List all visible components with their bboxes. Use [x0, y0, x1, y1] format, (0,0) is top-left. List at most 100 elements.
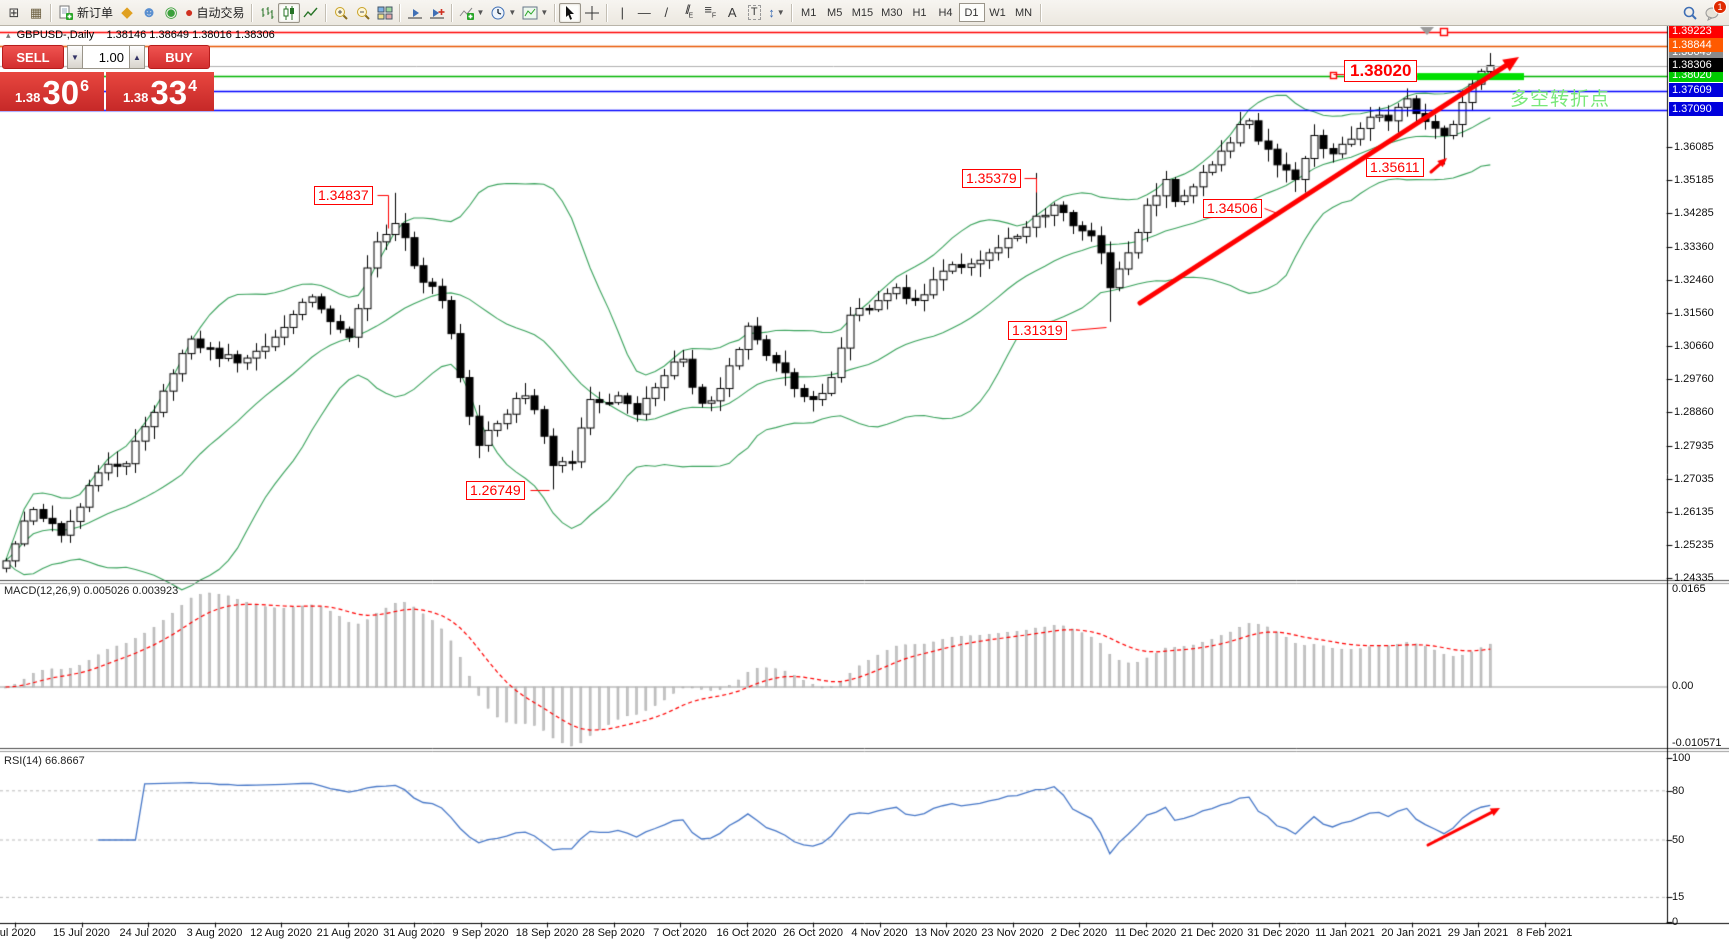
new-chart-button[interactable]: ⊞: [3, 3, 25, 23]
price-annotation[interactable]: 1.35611: [1366, 158, 1424, 177]
buy-button[interactable]: BUY: [148, 45, 210, 69]
time-axis-label[interactable]: 21 Aug 2020: [316, 927, 379, 939]
bar-chart-button[interactable]: [256, 3, 278, 23]
price-scale-label[interactable]: 1.30660: [1674, 340, 1714, 352]
time-axis-label[interactable]: 29 Jan 2021: [1447, 927, 1509, 939]
time-axis-label[interactable]: 4 Nov 2020: [851, 927, 908, 939]
time-axis-label[interactable]: 13 Nov 2020: [914, 927, 978, 939]
community-button[interactable]: ☻: [138, 3, 160, 23]
time-axis-label[interactable]: 28 Sep 2020: [582, 927, 645, 939]
time-axis-label[interactable]: 15 Jul 2020: [53, 927, 110, 939]
time-axis-label[interactable]: 20 Jan 2021: [1381, 927, 1442, 939]
profiles-button[interactable]: ▦: [25, 3, 47, 23]
volume-input[interactable]: 1.00: [83, 45, 129, 69]
volume-increase-button[interactable]: ▲: [129, 45, 145, 69]
time-axis-label[interactable]: 11 Dec 2020: [1114, 927, 1177, 939]
price-scale-label[interactable]: 1.33360: [1674, 240, 1714, 253]
text-button[interactable]: A: [721, 3, 743, 23]
time-axis-label[interactable]: 26 Oct 2020: [783, 927, 843, 939]
time-axis-label[interactable]: 18 Sep 2020: [515, 927, 579, 939]
zoom-in-button[interactable]: [330, 3, 352, 23]
timeframe-m1[interactable]: M1: [801, 6, 817, 19]
autoscroll-button[interactable]: [404, 3, 426, 23]
trendline-button[interactable]: /: [655, 3, 677, 23]
fibonacci-button[interactable]: ≡F: [699, 3, 721, 23]
time-axis-label[interactable]: 31 Aug 2020: [383, 927, 445, 939]
price-scale-label[interactable]: 1.34285: [1674, 207, 1714, 220]
text-label-button[interactable]: T: [743, 3, 765, 23]
tile-windows-button[interactable]: [374, 3, 396, 23]
time-axis-label[interactable]: 23 Nov 2020: [981, 927, 1044, 939]
toolbar-separator: [606, 3, 609, 22]
price-scale-label[interactable]: 1.27035: [1674, 472, 1714, 485]
time-axis-label[interactable]: 8 Feb 2021: [1516, 927, 1573, 939]
price-scale-label[interactable]: 1.25235: [1674, 538, 1714, 551]
time-axis-label[interactable]: 2 Dec 2020: [1050, 927, 1108, 939]
signals-icon: ◉: [164, 4, 178, 21]
signals-button[interactable]: ◉: [160, 3, 182, 23]
price-annotation[interactable]: 1.31319: [1008, 321, 1067, 340]
time-axis-label[interactable]: 7 Oct 2020: [653, 927, 707, 939]
timeframe-m5[interactable]: M5: [827, 6, 843, 19]
timeframe-w1[interactable]: W1: [989, 6, 1006, 19]
candlestick-button[interactable]: [277, 2, 300, 23]
price-annotation[interactable]: 1.26749: [466, 481, 525, 500]
price-annotation[interactable]: 1.34837: [314, 186, 373, 205]
periods-button[interactable]: ▼: [487, 3, 519, 23]
crosshair-button[interactable]: [581, 3, 603, 23]
price-scale-label[interactable]: 1.35185: [1674, 174, 1714, 187]
time-axis-label[interactable]: 31 Dec 2020: [1247, 927, 1310, 939]
time-axis-label[interactable]: 24 Jul 2020: [119, 927, 177, 939]
price-tag: 1.38306: [1669, 57, 1723, 72]
volume-decrease-button[interactable]: ▼: [67, 45, 83, 69]
buy-price-panel[interactable]: 1.38 33 4: [106, 72, 214, 111]
time-axis-label[interactable]: 3 Aug 2020: [186, 927, 243, 939]
vertical-line-button[interactable]: |: [611, 3, 633, 23]
metaeditor-button[interactable]: ◆: [116, 3, 138, 23]
time-axis-label[interactable]: 21 Dec 2020: [1180, 927, 1244, 939]
turning-point-text[interactable]: 多空转折点: [1510, 89, 1611, 110]
time-axis-label[interactable]: Jul 2020: [0, 927, 36, 939]
indicators-button[interactable]: ▼: [456, 3, 488, 23]
autotrade-button[interactable]: ● 自动交易: [182, 3, 247, 23]
price-scale-label[interactable]: 1.36085: [1674, 141, 1714, 154]
new-order-button[interactable]: 新订单: [55, 3, 116, 23]
zoom-out-button[interactable]: [352, 3, 374, 23]
price-scale-label[interactable]: 1.32460: [1674, 273, 1714, 286]
time-axis-label[interactable]: 11 Jan 2021: [1315, 927, 1375, 939]
arrows-tool-icon: ↕: [768, 5, 775, 20]
timeframe-d1[interactable]: D1: [958, 3, 985, 22]
notifications-button[interactable]: 1: [1701, 0, 1727, 23]
timeframe-m15[interactable]: M15: [851, 6, 874, 19]
search-button[interactable]: [1679, 3, 1701, 23]
line-chart-button[interactable]: [300, 3, 322, 23]
time-axis-label[interactable]: 16 Oct 2020: [716, 927, 777, 939]
sell-price-panel[interactable]: 1.38 30 6: [0, 72, 104, 111]
price-scale-label[interactable]: 1.27935: [1674, 439, 1714, 452]
price-scale-label[interactable]: 1.29760: [1674, 373, 1714, 385]
time-axis-label[interactable]: 12 Aug 2020: [250, 927, 312, 939]
cursor-button[interactable]: [559, 2, 582, 23]
channel-button[interactable]: //E: [677, 3, 699, 23]
price-scale-label[interactable]: 1.26135: [1674, 505, 1714, 518]
arrows-tool-button[interactable]: ↕ ▼: [765, 3, 787, 23]
price-annotation[interactable]: 1.34506: [1203, 199, 1262, 218]
price-scale-label[interactable]: 1.24335: [1674, 571, 1714, 584]
timeframe-mn[interactable]: MN: [1014, 6, 1033, 19]
metaeditor-icon: ◆: [121, 4, 133, 21]
chart-shift-button[interactable]: [426, 3, 448, 23]
price-annotation[interactable]: 1.35379: [962, 169, 1021, 188]
horizontal-line-button[interactable]: —: [633, 3, 655, 23]
price-scale-label[interactable]: 1.28860: [1674, 406, 1714, 418]
bar-chart-icon: [261, 6, 273, 19]
price-annotation[interactable]: 1.38020: [1344, 60, 1418, 82]
price-scale-label[interactable]: 1.31560: [1674, 307, 1714, 319]
timeframe-h4[interactable]: H4: [938, 6, 953, 19]
time-axis-label[interactable]: 9 Sep 2020: [452, 927, 509, 939]
candlestick-icon: [283, 5, 294, 20]
sell-button[interactable]: SELL: [2, 45, 64, 69]
timeframe-m30[interactable]: M30: [881, 6, 903, 19]
templates-button[interactable]: ▼: [519, 3, 551, 23]
timeframe-h1[interactable]: H1: [912, 6, 927, 19]
